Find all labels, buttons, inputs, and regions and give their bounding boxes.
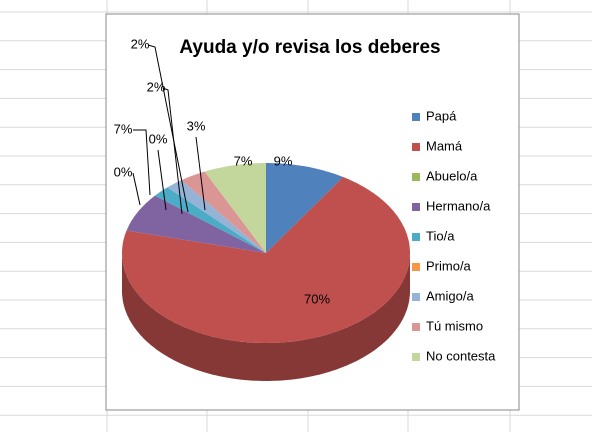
data-label: 70% <box>304 291 330 306</box>
legend-label: Abuelo/a <box>426 168 478 183</box>
data-label: 9% <box>274 153 293 168</box>
data-label: 0% <box>149 131 168 146</box>
pie-slice <box>155 187 266 253</box>
leader-line <box>132 172 141 206</box>
data-label: 0% <box>114 164 133 179</box>
pie-slice <box>266 163 344 253</box>
legend-label: Primo/a <box>426 258 472 273</box>
data-label: 7% <box>234 153 253 168</box>
leader-line <box>147 44 189 213</box>
legend-swatch <box>412 203 420 211</box>
legend-swatch <box>412 113 420 121</box>
leader-line <box>157 149 167 211</box>
legend-label: No contesta <box>426 348 496 363</box>
legend-label: Tú mismo <box>426 318 483 333</box>
pie-slice-side <box>122 253 410 381</box>
legend-label: Tio/a <box>426 228 455 243</box>
pie-slice <box>204 163 266 253</box>
legend-label: Papá <box>426 108 457 123</box>
legend-swatch <box>412 353 420 361</box>
chart-title: Ayuda y/o revisa los deberes <box>179 37 440 58</box>
legend-swatch <box>412 143 420 151</box>
data-label: 2% <box>147 79 166 94</box>
legend-swatch <box>412 263 420 271</box>
legend-swatch <box>412 323 420 331</box>
legend-label: Mamá <box>426 138 463 153</box>
legend-swatch <box>412 233 420 241</box>
legend-label: Amigo/a <box>426 288 474 303</box>
pie-slice <box>167 180 266 253</box>
legend-swatch <box>412 173 420 181</box>
data-label: 2% <box>131 36 150 51</box>
legend-swatch <box>412 293 420 301</box>
leader-line <box>133 129 151 196</box>
pie-slice <box>126 195 266 253</box>
leader-line <box>162 87 183 215</box>
data-label: 3% <box>187 118 206 133</box>
leader-line <box>195 136 206 211</box>
legend-label: Hermano/a <box>426 198 491 213</box>
pie-slice <box>122 177 410 343</box>
data-label: 7% <box>114 121 133 136</box>
